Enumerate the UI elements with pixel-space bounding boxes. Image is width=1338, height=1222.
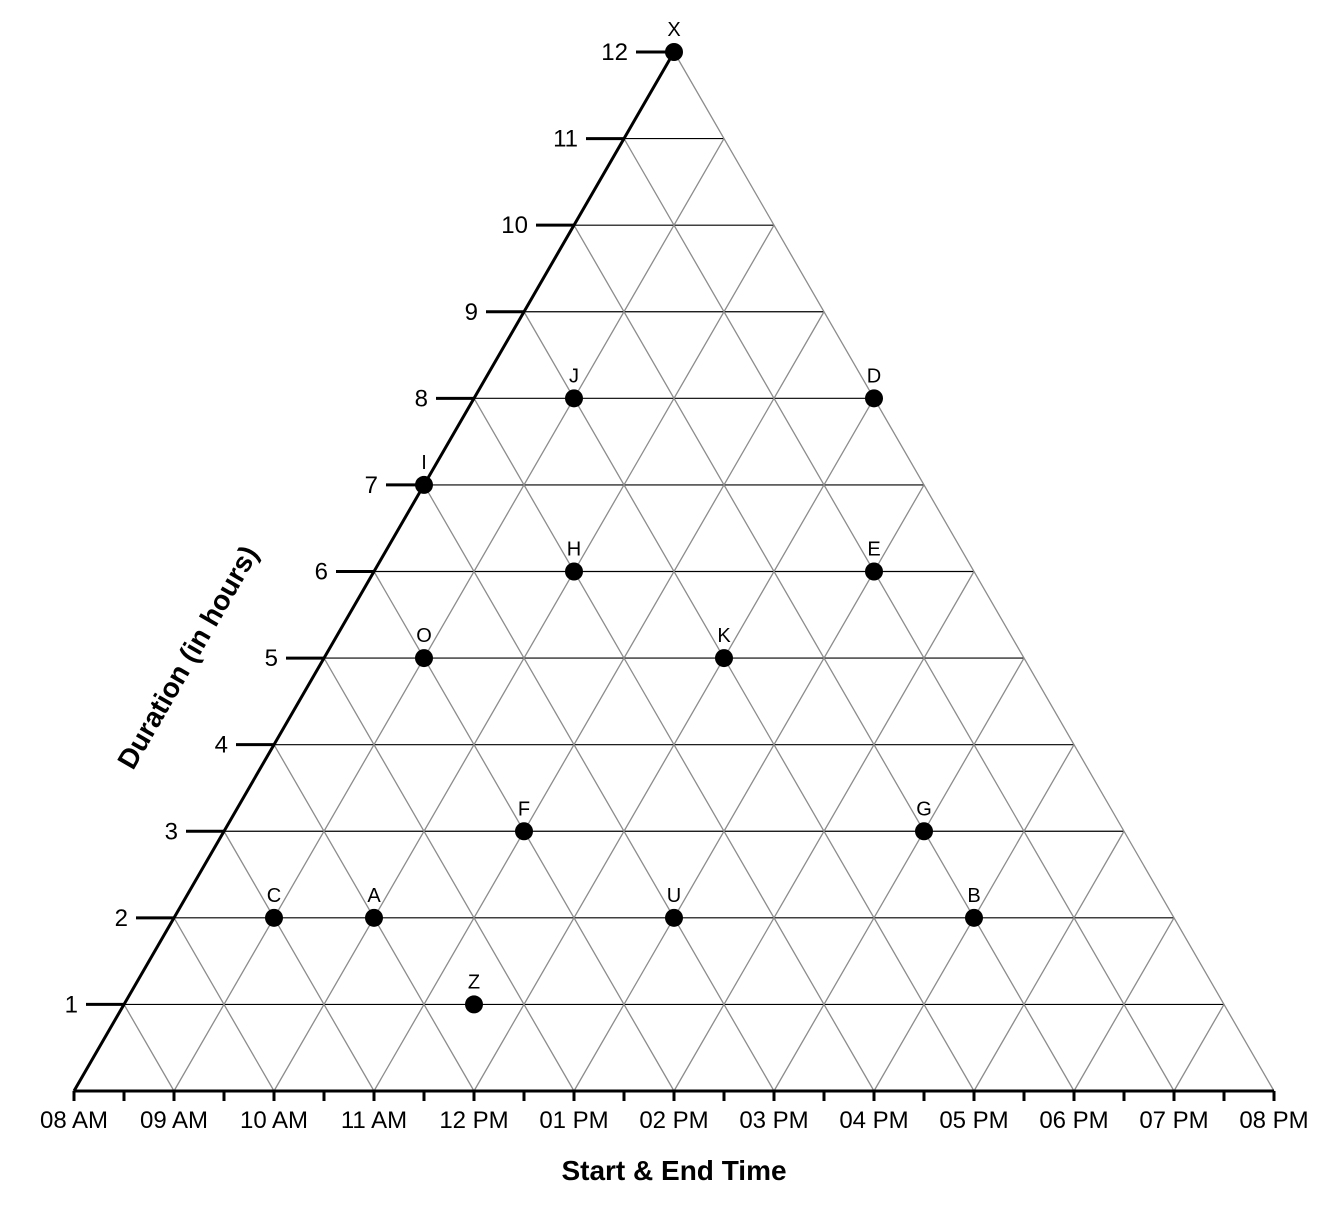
data-point-f: F [515,798,533,841]
x-axis-title: Start & End Time [561,1155,786,1186]
grid-line-end-7 [423,484,775,1092]
point-marker [515,822,533,841]
grid-line-start-5 [573,484,925,1092]
y-tick-label: 7 [365,472,378,499]
data-point-x: X [665,19,683,61]
point-label: I [421,452,427,474]
point-label: O [416,625,432,647]
x-tick-label: 10 AM [240,1107,308,1134]
point-marker [465,995,483,1014]
point-label: D [867,365,881,387]
y-tick-label: 5 [265,645,278,672]
data-point-e: E [865,539,883,581]
x-tick-label: 07 PM [1139,1107,1208,1134]
data-point-j: J [565,365,583,408]
data-point-h: H [565,539,583,581]
point-marker [265,908,283,927]
y-tick-label: 12 [601,39,628,66]
grid-line-start-7 [773,657,1025,1092]
y-axis-title: Duration (in hours) [111,540,264,774]
point-label: B [967,885,980,907]
grid-line-end-8 [473,398,875,1092]
data-point-i: I [415,452,433,494]
grid-line-start-1 [173,138,725,1092]
x-tick-label: 12 PM [439,1107,508,1134]
point-label: H [567,539,581,561]
y-tick-label: 10 [501,212,528,239]
axes: 08 AM 09 AM 10 AM 11 AM 12 PM 01 PM 02 PM 03 PM… [40,39,1309,1134]
grid-line-end-11 [623,138,1175,1092]
grid-line-end-5 [323,657,575,1092]
point-label: C [267,885,281,907]
point-label: Z [468,971,480,993]
grid-line-end-1 [123,1004,175,1092]
grid [123,51,1275,1092]
point-label: G [916,798,932,820]
grid-line-start-11 [1173,1004,1225,1092]
point-label: F [518,798,530,820]
point-marker [915,822,933,841]
point-marker [665,908,683,927]
y-tick-label: 2 [115,905,128,932]
x-tick-label: 03 PM [739,1107,808,1134]
grid-line-end-3 [223,830,375,1092]
point-label: E [867,539,880,561]
point-label: U [667,885,681,907]
point-marker [665,43,683,61]
x-tick-label: 02 PM [639,1107,708,1134]
x-tick-label: 11 AM [341,1107,407,1134]
data-point-u: U [665,885,683,927]
y-tick-label: 6 [315,559,328,586]
grid-line-end-10 [573,224,1075,1092]
point-marker [865,389,883,408]
grid-line-start-3 [373,311,825,1092]
data-point-d: D [865,365,883,408]
point-label: K [717,625,731,647]
point-marker [965,908,983,927]
y-tick-label: 8 [415,385,428,412]
point-marker [415,649,433,668]
point-label: J [569,365,579,387]
point-label: A [367,885,381,907]
point-label: X [667,19,680,41]
x-tick-label: 09 AM [140,1107,208,1134]
x-tick-label: 05 PM [939,1107,1008,1134]
right-edge [673,51,1275,1092]
grid-line-start-9 [973,830,1125,1092]
y-tick-label: 9 [465,299,478,326]
point-marker [865,562,883,581]
data-point-a: A [365,885,383,927]
point-marker [565,389,583,408]
point-marker [415,475,433,494]
data-point-z: Z [465,971,483,1014]
grid-line-end-9 [523,311,975,1092]
data-point-o: O [415,625,433,668]
data-point-b: B [965,885,983,927]
y-tick-label: 11 [553,126,578,153]
data-point-c: C [265,885,283,927]
x-tick-label: 04 PM [839,1107,908,1134]
y-tick-label: 1 [65,991,78,1018]
point-marker [365,908,383,927]
x-tick-label: 08 PM [1239,1107,1308,1134]
data-points: X J D I H E O K F G C A U B Z [265,19,983,1014]
x-tick-label: 01 PM [539,1107,608,1134]
y-tick-label: 4 [215,732,228,759]
grid-line-end-2 [173,917,275,1092]
point-marker [565,562,583,581]
data-point-k: K [715,625,733,668]
y-tick-label: 3 [165,818,178,845]
x-tick-label: 06 PM [1039,1107,1108,1134]
x-tick-label: 08 AM [40,1107,108,1134]
data-point-g: G [915,798,933,841]
point-marker [715,649,733,668]
